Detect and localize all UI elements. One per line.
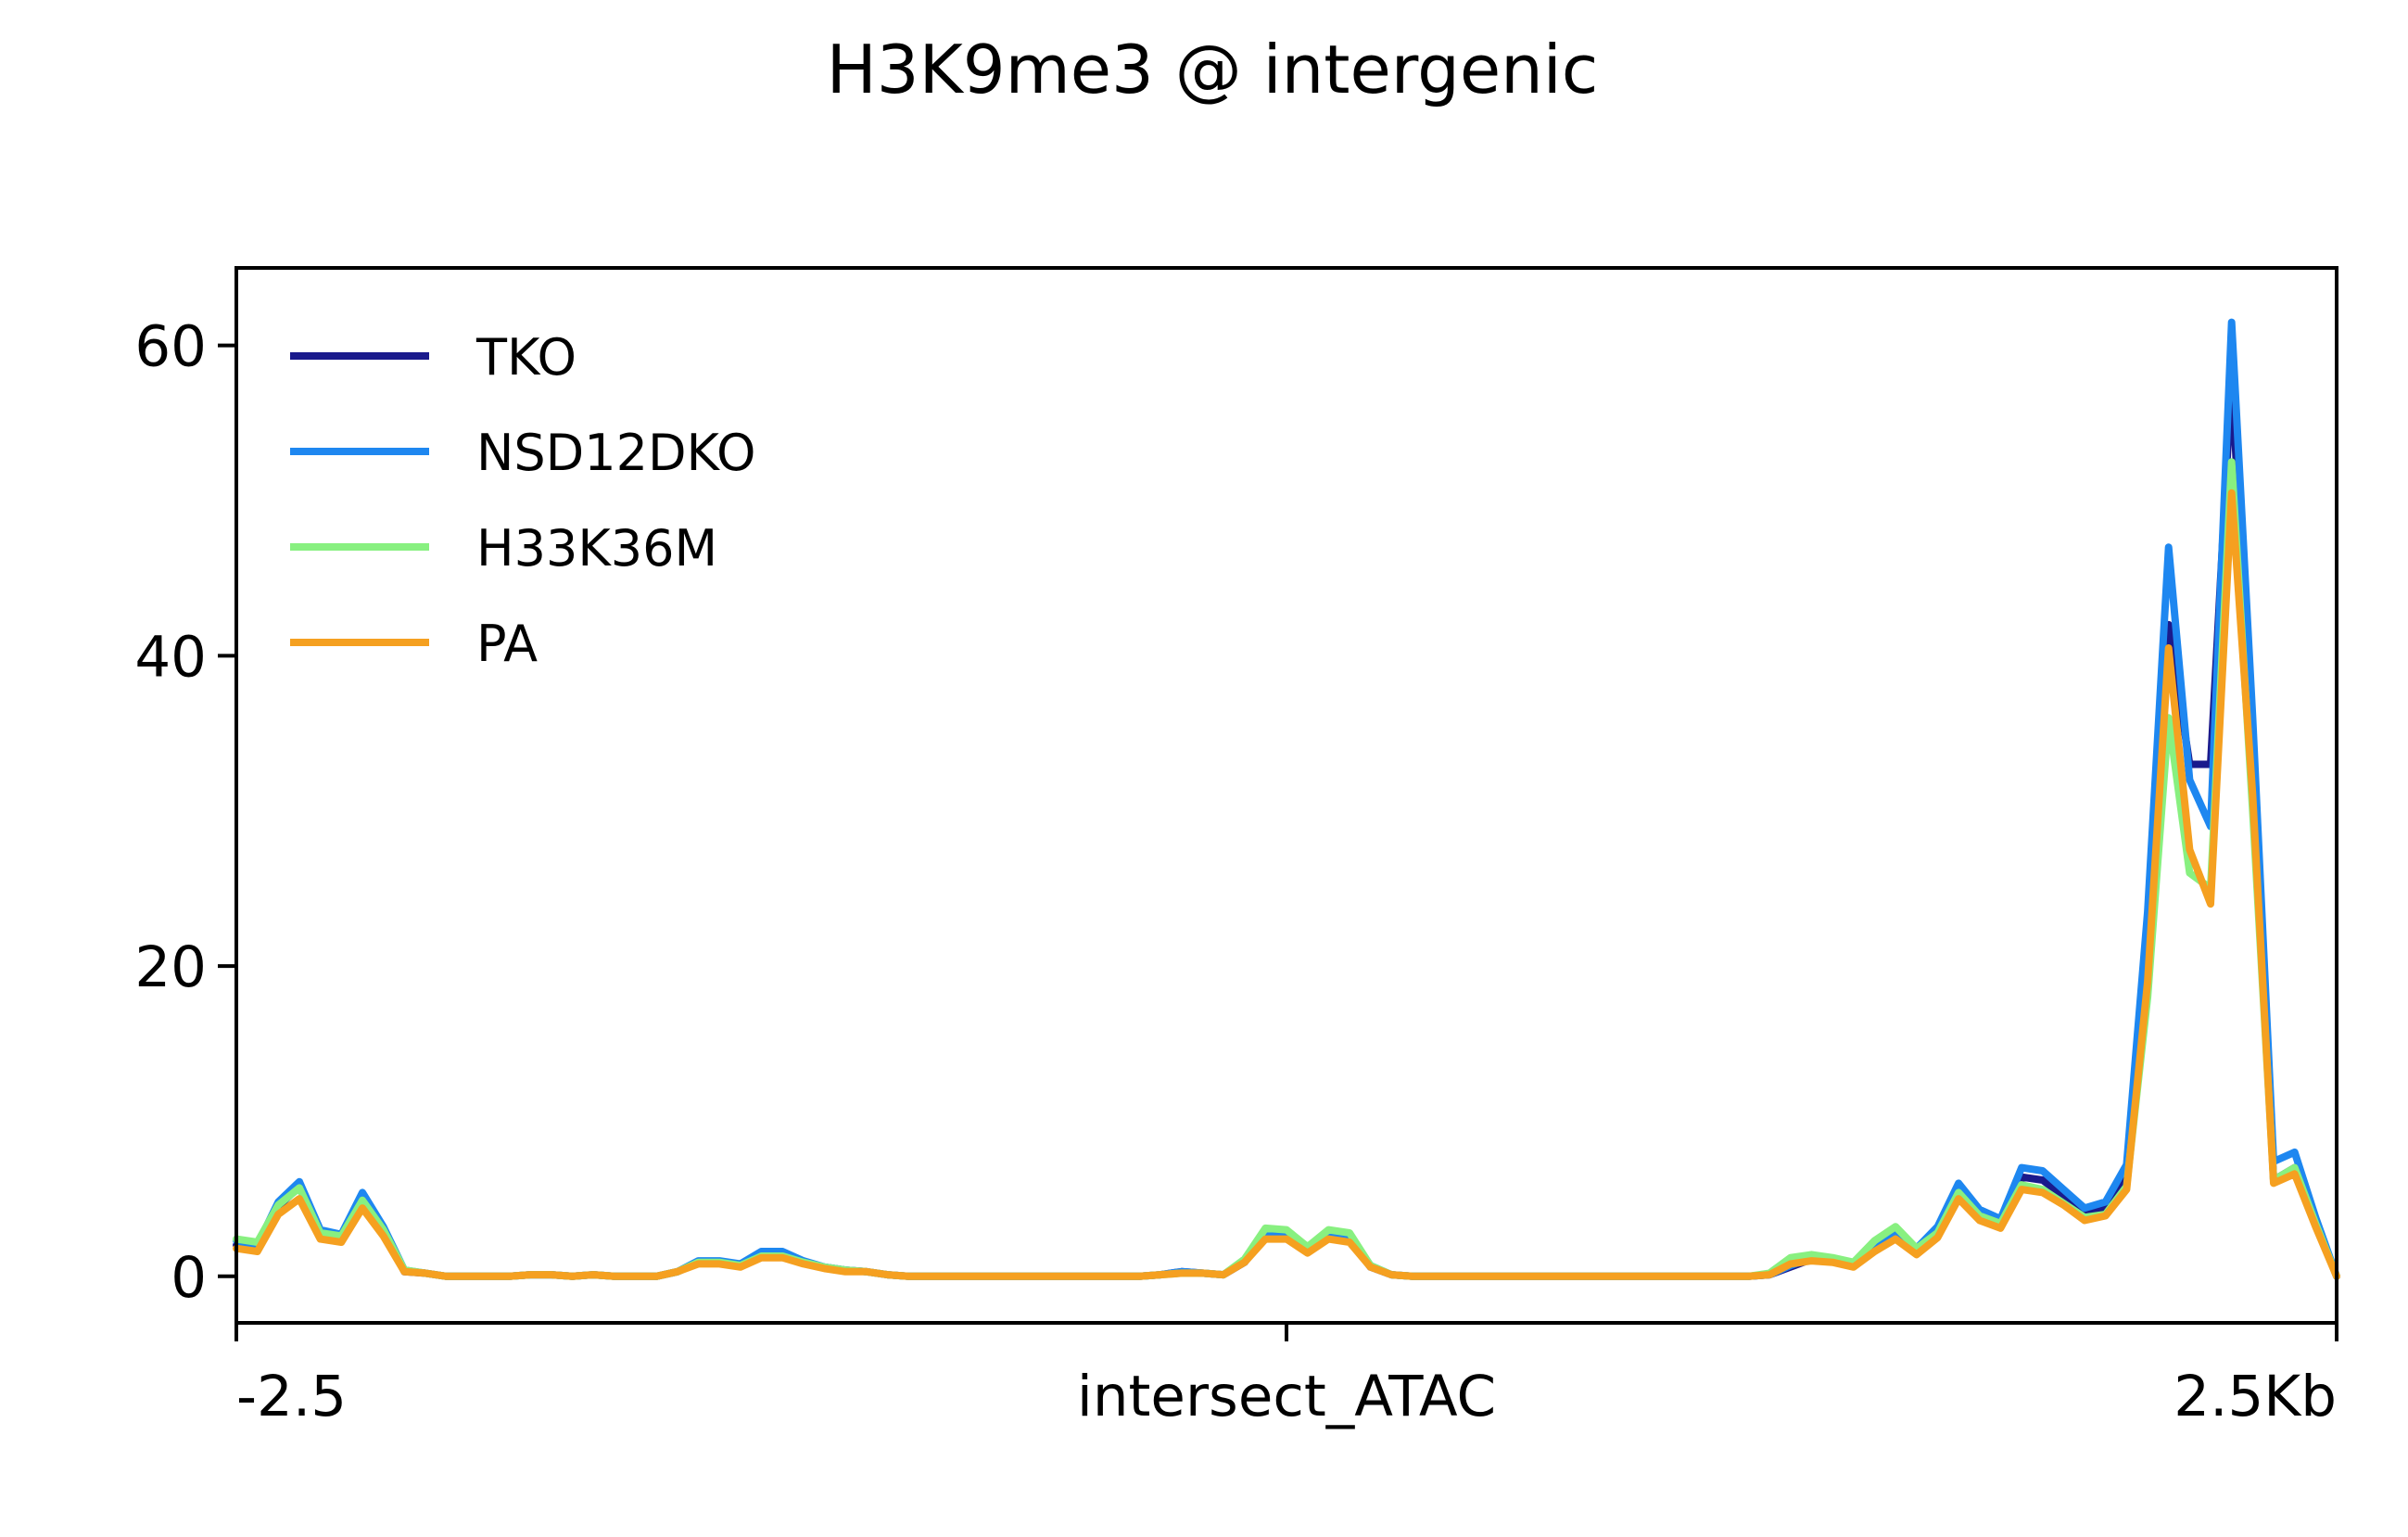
chart-title: H3K9me3 @ intergenic xyxy=(827,31,1599,108)
legend-label-pa: PA xyxy=(476,615,538,673)
x-tick-label: -2.5 xyxy=(236,1364,347,1429)
y-axis: 0 20 40 60 xyxy=(134,314,236,1311)
y-tick-label: 20 xyxy=(134,934,207,1000)
x-tick-label: 2.5Kb xyxy=(2174,1364,2337,1429)
legend-label-h33k36m: H33K36M xyxy=(476,519,717,578)
plot-lines xyxy=(233,318,2340,1280)
x-axis: -2.5 intersect_ATAC 2.5Kb xyxy=(234,1323,2338,1429)
legend-label-nsd12dko: NSD12DKO xyxy=(476,424,756,482)
y-tick-label: 60 xyxy=(134,314,207,380)
legend: TKO NSD12DKO H33K36M PA xyxy=(290,328,756,673)
series-line-pa xyxy=(233,489,2340,1280)
y-tick-label: 0 xyxy=(171,1245,207,1311)
legend-label-tko: TKO xyxy=(475,328,577,387)
y-tick-label: 40 xyxy=(134,624,207,690)
x-tick-label: intersect_ATAC xyxy=(1077,1364,1496,1429)
